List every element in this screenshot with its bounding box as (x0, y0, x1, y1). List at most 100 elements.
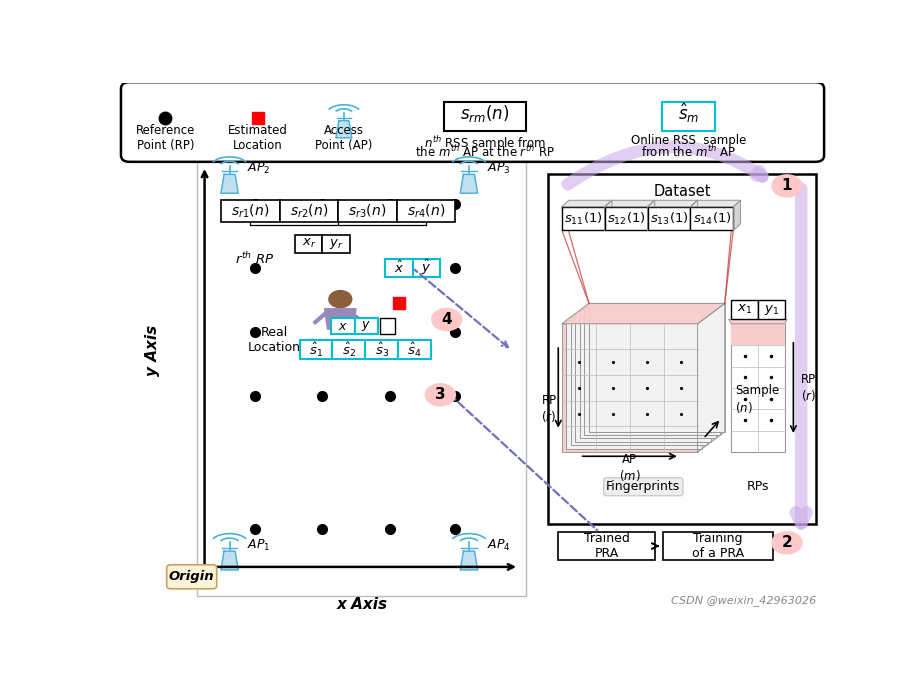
Text: $s_{11}(1)$: $s_{11}(1)$ (564, 210, 603, 226)
Polygon shape (336, 121, 352, 138)
Bar (412, 259, 440, 277)
Polygon shape (698, 303, 725, 452)
Text: $\hat{x}$: $\hat{x}$ (394, 260, 404, 276)
Circle shape (431, 307, 463, 331)
Text: 2: 2 (782, 535, 792, 550)
Circle shape (425, 383, 456, 407)
Bar (663, 532, 774, 560)
Bar (605, 207, 647, 230)
Bar (279, 200, 338, 222)
Bar (197, 161, 526, 596)
Polygon shape (460, 551, 478, 570)
Polygon shape (221, 551, 238, 570)
Polygon shape (691, 201, 740, 207)
Polygon shape (647, 201, 655, 230)
Text: Estimated
Location: Estimated Location (229, 124, 288, 153)
Bar (295, 235, 323, 253)
Bar (444, 102, 526, 131)
Text: 4: 4 (442, 312, 452, 327)
Text: $x_r$: $x_r$ (301, 237, 316, 251)
Text: the $m^{th}$ AP at the $r^{th}$ RP: the $m^{th}$ AP at the $r^{th}$ RP (415, 144, 555, 160)
Bar (221, 200, 279, 222)
Text: AP$_2$: AP$_2$ (247, 161, 271, 176)
Bar (398, 340, 431, 359)
Text: $y$: $y$ (361, 319, 372, 333)
FancyArrowPatch shape (796, 189, 807, 523)
FancyBboxPatch shape (167, 565, 217, 589)
Bar (300, 340, 333, 359)
Text: $x_1$: $x_1$ (738, 303, 752, 316)
Bar (731, 301, 758, 319)
Text: $\hat{s}_1$: $\hat{s}_1$ (309, 340, 323, 359)
Bar (575, 314, 711, 442)
Text: $\hat{s}_m$: $\hat{s}_m$ (678, 101, 700, 125)
Text: Training
of a PRA: Training of a PRA (692, 532, 744, 560)
Text: $s_{r2}(n)$: $s_{r2}(n)$ (290, 202, 328, 220)
Polygon shape (460, 174, 478, 193)
Text: x Axis: x Axis (337, 597, 387, 612)
Text: $s_{r3}(n)$: $s_{r3}(n)$ (349, 202, 386, 220)
Bar (333, 340, 365, 359)
Text: AP
$(m)$: AP $(m)$ (619, 452, 641, 483)
Bar (585, 307, 720, 435)
Text: $n^{th}$ RSS sample from: $n^{th}$ RSS sample from (424, 134, 546, 153)
Bar (385, 259, 412, 277)
Text: RP
$(r)$: RP $(r)$ (541, 394, 557, 425)
Text: $s_{r1}(n)$: $s_{r1}(n)$ (231, 202, 269, 220)
Text: AP$_4$: AP$_4$ (487, 538, 511, 553)
Text: AP$_1$: AP$_1$ (247, 538, 271, 553)
Bar (561, 207, 605, 230)
Text: $s_{rm}(n)$: $s_{rm}(n)$ (460, 103, 510, 124)
Bar (758, 301, 786, 319)
Text: $\hat{s}_3$: $\hat{s}_3$ (374, 340, 389, 359)
Polygon shape (733, 201, 740, 230)
Bar (662, 102, 715, 131)
Text: y Axis: y Axis (145, 325, 160, 376)
Text: 3: 3 (435, 387, 445, 403)
Text: 1: 1 (782, 178, 792, 194)
Text: $s_{r4}(n)$: $s_{r4}(n)$ (407, 202, 445, 220)
Text: Sample
$(n)$: Sample $(n)$ (736, 384, 780, 415)
Bar (323, 235, 349, 253)
Polygon shape (691, 201, 698, 230)
Text: $r^{th}$ RP: $r^{th}$ RP (235, 251, 275, 266)
Bar (558, 532, 655, 560)
Text: $y_1$: $y_1$ (764, 303, 779, 317)
Text: Real
Location: Real Location (247, 325, 301, 354)
Bar (365, 340, 398, 359)
Text: $\hat{s}_4$: $\hat{s}_4$ (408, 340, 422, 359)
Polygon shape (561, 201, 612, 207)
Bar (580, 310, 715, 439)
Text: Reference
Point (RP): Reference Point (RP) (136, 124, 195, 153)
Text: $y_r$: $y_r$ (329, 237, 343, 251)
Text: RP
$(r)$: RP $(r)$ (800, 373, 816, 403)
Text: RPs: RPs (747, 480, 769, 493)
Text: CSDN @weixin_42963026: CSDN @weixin_42963026 (671, 595, 817, 606)
Polygon shape (325, 309, 356, 329)
Circle shape (329, 291, 352, 307)
Polygon shape (221, 174, 238, 193)
Bar (331, 319, 355, 335)
Bar (355, 319, 378, 335)
Polygon shape (729, 319, 786, 323)
Bar (731, 324, 785, 345)
Text: Origin: Origin (169, 570, 215, 583)
Bar (647, 207, 691, 230)
Bar (396, 200, 455, 222)
Text: Fingerprints: Fingerprints (606, 480, 680, 493)
Bar (589, 303, 725, 432)
Polygon shape (647, 201, 698, 207)
Bar (691, 207, 733, 230)
Text: $s_{13}(1)$: $s_{13}(1)$ (650, 210, 689, 226)
FancyBboxPatch shape (121, 82, 824, 162)
Polygon shape (561, 303, 725, 323)
Bar (338, 200, 396, 222)
Text: Online RSS  sample: Online RSS sample (631, 134, 747, 147)
Text: $\hat{y}$: $\hat{y}$ (421, 258, 431, 278)
Bar (731, 323, 785, 452)
Bar (566, 321, 703, 448)
Polygon shape (605, 201, 612, 230)
Text: AP$_3$: AP$_3$ (487, 161, 511, 176)
Text: Trained
PRA: Trained PRA (584, 532, 630, 560)
Text: Dataset: Dataset (653, 184, 711, 198)
